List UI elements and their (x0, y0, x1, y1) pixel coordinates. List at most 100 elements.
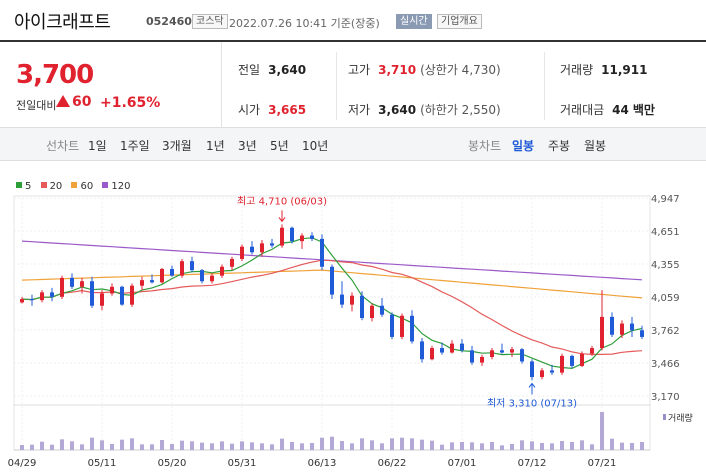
volume-bar (120, 439, 124, 450)
x-tick-label: 04/29 (8, 458, 37, 469)
tab-3m[interactable]: 3개월 (162, 139, 192, 153)
tab-10y[interactable]: 10년 (302, 139, 329, 153)
candle-body (110, 286, 114, 294)
volume-bar (240, 441, 244, 450)
candle-body (490, 350, 494, 358)
candle-body (620, 323, 624, 335)
volume-bar (310, 443, 314, 450)
candle-body (600, 316, 604, 349)
stat-value: 44 (612, 103, 629, 117)
price-change-value: 60 (72, 94, 92, 110)
volume-bar (80, 444, 84, 450)
candle-body (560, 355, 564, 373)
legend-ma5: 5 (25, 181, 32, 192)
x-tick-label: 06/22 (378, 458, 407, 469)
chart-legend: 5 20 60 120 (16, 181, 131, 192)
candle-body (470, 350, 474, 363)
volume-bar (460, 442, 464, 450)
candle-body (90, 281, 94, 306)
volume-bar (480, 443, 484, 450)
candle-body (230, 258, 234, 267)
candle-body (270, 243, 274, 246)
volume-bar (60, 439, 64, 450)
candle-body (400, 315, 404, 337)
candle-body (60, 277, 64, 297)
legend-ma120: 120 (111, 181, 131, 192)
x-tick-label: 07/01 (448, 458, 477, 469)
stat-label: 거래량 (560, 63, 594, 77)
candle-body (530, 361, 534, 378)
volume-bar (260, 443, 264, 450)
tab-monthly[interactable]: 월봉 (584, 139, 607, 153)
tab-1d[interactable]: 1일 (88, 139, 107, 153)
stat-label: 시가 (238, 103, 261, 117)
min-annotation: 최저 3,310 (07/13) (487, 397, 577, 409)
candle-body (290, 227, 294, 242)
y-tick-label: 3,762 (651, 326, 680, 337)
volume-bar (300, 443, 304, 450)
stock-header: 아이크래프트 052460 코스닥 2022.07.26 10:41 기준(장중… (0, 0, 706, 40)
candle-body (50, 292, 54, 297)
volume-bar (140, 444, 144, 450)
max-arrow-icon (278, 210, 286, 223)
live-badge: 실시간 (396, 14, 432, 29)
candle-body (30, 299, 34, 301)
candle-body (40, 292, 44, 301)
stat-label: 전일 (238, 63, 261, 77)
up-triangle-icon (56, 95, 70, 107)
volume-bar (250, 442, 254, 450)
volume-bar (30, 444, 34, 450)
candle-body (430, 348, 434, 360)
tab-weekly[interactable]: 주봉 (548, 139, 571, 153)
stat-divider (544, 52, 545, 120)
candle-body (420, 341, 424, 360)
candle-body (160, 268, 164, 283)
volume-bar (630, 443, 634, 450)
candle-body (330, 266, 334, 295)
candle-chart-label: 봉차트 (468, 139, 502, 153)
volume-bar (190, 441, 194, 450)
volume-label: 거래량 (668, 412, 693, 424)
tab-daily[interactable]: 일봉 (512, 139, 535, 153)
price-summary: 3,700 전일대비 60 +1.65% 전일 3,640 고가 3,710 (상한가… (0, 40, 706, 129)
stat-sub: (상한가 4,730) (420, 63, 501, 77)
tab-1w[interactable]: 1주일 (120, 139, 150, 153)
line-chart-label: 선차트 (46, 139, 80, 153)
ma5-line (21, 237, 643, 370)
tab-5y[interactable]: 5년 (270, 139, 289, 153)
volume-bar (640, 442, 644, 450)
legend-swatch (102, 182, 109, 188)
candle-body (360, 295, 364, 319)
candle-body (320, 238, 324, 267)
volume-bar (490, 442, 494, 450)
candle-body (240, 246, 244, 259)
tab-3y[interactable]: 3년 (238, 139, 257, 153)
volume-bar (150, 444, 154, 450)
volume-bar (170, 444, 174, 450)
company-info-button[interactable]: 기업개요 (437, 14, 482, 29)
candle-body (200, 270, 204, 282)
candle-body (210, 275, 214, 282)
stat-low: 저가 3,640 (하한가 2,550) (348, 101, 501, 117)
candle-body (70, 277, 74, 287)
y-tick-label: 3,170 (651, 392, 680, 403)
candle-body (500, 350, 504, 353)
tab-1y[interactable]: 1년 (206, 139, 225, 153)
candle-body (460, 343, 464, 351)
legend-swatch (16, 182, 22, 188)
volume-bar (180, 440, 184, 450)
candlestick-chart[interactable]: 4,947 4,651 4,355 4,059 3,762 3,466 3,170 04/29… (0, 161, 706, 476)
volume-bar (430, 440, 434, 450)
volume-bar (220, 441, 224, 450)
stat-unit: 백만 (632, 103, 655, 117)
stat-label: 고가 (348, 63, 371, 77)
candle-body (510, 349, 514, 353)
volume-bar (420, 439, 424, 450)
volume-bar (200, 442, 204, 450)
stock-code: 052460 (146, 15, 192, 28)
stat-high: 고가 3,710 (상한가 4,730) (348, 61, 501, 77)
volume-bar (50, 444, 54, 450)
stat-value: 3,665 (268, 103, 307, 117)
price-change-pct: +1.65% (100, 95, 161, 111)
volume-bar (570, 442, 574, 450)
